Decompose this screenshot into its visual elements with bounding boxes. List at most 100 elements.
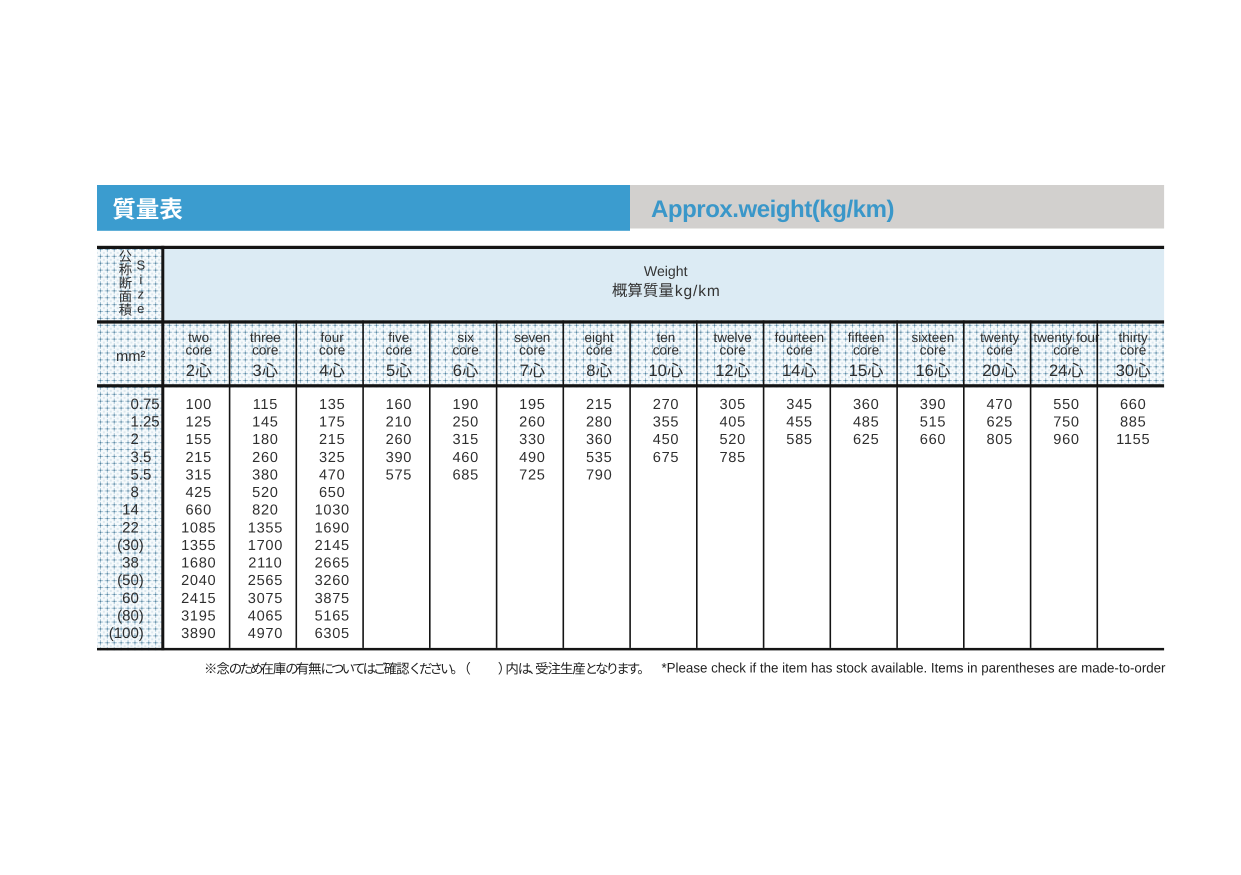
svg-text:2: 2 (186, 362, 195, 380)
svg-text:535: 535 (586, 450, 612, 466)
svg-text:650: 650 (319, 485, 345, 501)
svg-text:515: 515 (920, 415, 946, 431)
svg-text:2040: 2040 (181, 573, 216, 589)
svg-text:3: 3 (253, 362, 262, 380)
svg-text:10: 10 (649, 362, 667, 380)
svg-text:(100: (100 (109, 625, 139, 642)
svg-text:z: z (138, 287, 145, 302)
svg-text:core: core (719, 343, 745, 358)
svg-text:five: five (388, 330, 409, 345)
svg-text:16: 16 (916, 362, 934, 380)
svg-text:550: 550 (1053, 397, 1079, 413)
svg-text:twenty: twenty (980, 330, 1019, 345)
svg-text:785: 785 (719, 450, 745, 466)
svg-text:24: 24 (1049, 362, 1067, 380)
svg-text:14: 14 (782, 362, 800, 380)
svg-text:core: core (853, 343, 879, 358)
svg-text:3195: 3195 (181, 608, 216, 624)
svg-text:2: 2 (130, 431, 138, 448)
svg-text:1: 1 (130, 414, 138, 431)
svg-text:1355: 1355 (248, 520, 283, 536)
svg-text:two: two (188, 330, 209, 345)
svg-text:885: 885 (1120, 415, 1146, 431)
svg-text:180: 180 (252, 432, 278, 448)
svg-text:3875: 3875 (315, 591, 350, 607)
svg-text:*Please check if the item has: *Please check if the item has stock avai… (662, 661, 1166, 676)
svg-text:725: 725 (519, 468, 545, 484)
svg-text:core: core (386, 343, 412, 358)
svg-text:3: 3 (130, 449, 138, 466)
svg-text:6305: 6305 (315, 626, 350, 642)
svg-text:685: 685 (452, 468, 478, 484)
svg-text:kg/km: kg/km (675, 283, 721, 300)
svg-text:820: 820 (252, 503, 278, 519)
svg-text:2145: 2145 (315, 538, 350, 554)
svg-text:core: core (319, 343, 345, 358)
svg-text:): ) (139, 537, 144, 554)
svg-text:1680: 1680 (181, 556, 216, 572)
svg-text:325: 325 (319, 450, 345, 466)
svg-text:675: 675 (653, 450, 679, 466)
svg-text:3890: 3890 (181, 626, 216, 642)
svg-text:core: core (986, 343, 1012, 358)
svg-text:8: 8 (130, 484, 138, 501)
svg-text:390: 390 (920, 397, 946, 413)
svg-text:14: 14 (122, 502, 139, 519)
svg-text:core: core (452, 343, 478, 358)
svg-text:22: 22 (122, 519, 139, 536)
svg-text:190: 190 (452, 397, 478, 413)
svg-text:eight: eight (584, 330, 614, 345)
svg-text:1030: 1030 (315, 503, 350, 519)
svg-text:425: 425 (185, 485, 211, 501)
svg-text:1085: 1085 (181, 520, 216, 536)
svg-text:twelve: twelve (713, 330, 751, 345)
svg-text:3075: 3075 (248, 591, 283, 607)
svg-text:315: 315 (452, 432, 478, 448)
svg-text:30: 30 (1116, 362, 1134, 380)
svg-text:core: core (185, 343, 211, 358)
svg-text:.25: .25 (139, 414, 160, 431)
svg-text:215: 215 (185, 450, 211, 466)
svg-text:1700: 1700 (248, 538, 283, 554)
svg-text:2665: 2665 (315, 556, 350, 572)
svg-text:4: 4 (319, 362, 328, 380)
svg-text:mm²: mm² (116, 349, 145, 365)
svg-text:455: 455 (786, 415, 812, 431)
svg-text:175: 175 (319, 415, 345, 431)
svg-text:450: 450 (653, 432, 679, 448)
svg-text:core: core (1120, 343, 1146, 358)
svg-text:.75: .75 (139, 396, 160, 413)
svg-text:8: 8 (586, 362, 595, 380)
svg-text:four: four (320, 330, 344, 345)
svg-text:790: 790 (586, 468, 612, 484)
svg-text:): ) (139, 572, 144, 589)
svg-text:330: 330 (519, 432, 545, 448)
svg-text:195: 195 (519, 397, 545, 413)
svg-text:.5: .5 (139, 449, 152, 466)
svg-text:0: 0 (130, 396, 138, 413)
svg-text:750: 750 (1053, 415, 1079, 431)
svg-text:390: 390 (386, 450, 412, 466)
svg-text:215: 215 (586, 397, 612, 413)
svg-text:355: 355 (653, 415, 679, 431)
svg-text:145: 145 (252, 415, 278, 431)
svg-text:155: 155 (185, 432, 211, 448)
svg-text:660: 660 (920, 432, 946, 448)
svg-text:six: six (457, 330, 474, 345)
svg-text:115: 115 (253, 397, 278, 413)
svg-text:Approx.weight(kg/km): Approx.weight(kg/km) (651, 196, 894, 223)
svg-text:5: 5 (386, 362, 395, 380)
svg-text:305: 305 (719, 397, 745, 413)
svg-text:ten: ten (657, 330, 676, 345)
svg-text:260: 260 (386, 432, 412, 448)
svg-text:5: 5 (130, 467, 138, 484)
svg-text:thirty: thirty (1118, 330, 1148, 345)
svg-text:315: 315 (185, 468, 211, 484)
svg-text:12: 12 (715, 362, 733, 380)
svg-text:.5: .5 (139, 467, 152, 484)
svg-text:core: core (1053, 343, 1079, 358)
svg-text:S: S (136, 258, 145, 273)
svg-text:125: 125 (185, 415, 211, 431)
svg-text:470: 470 (319, 468, 345, 484)
svg-text:i: i (139, 272, 142, 287)
